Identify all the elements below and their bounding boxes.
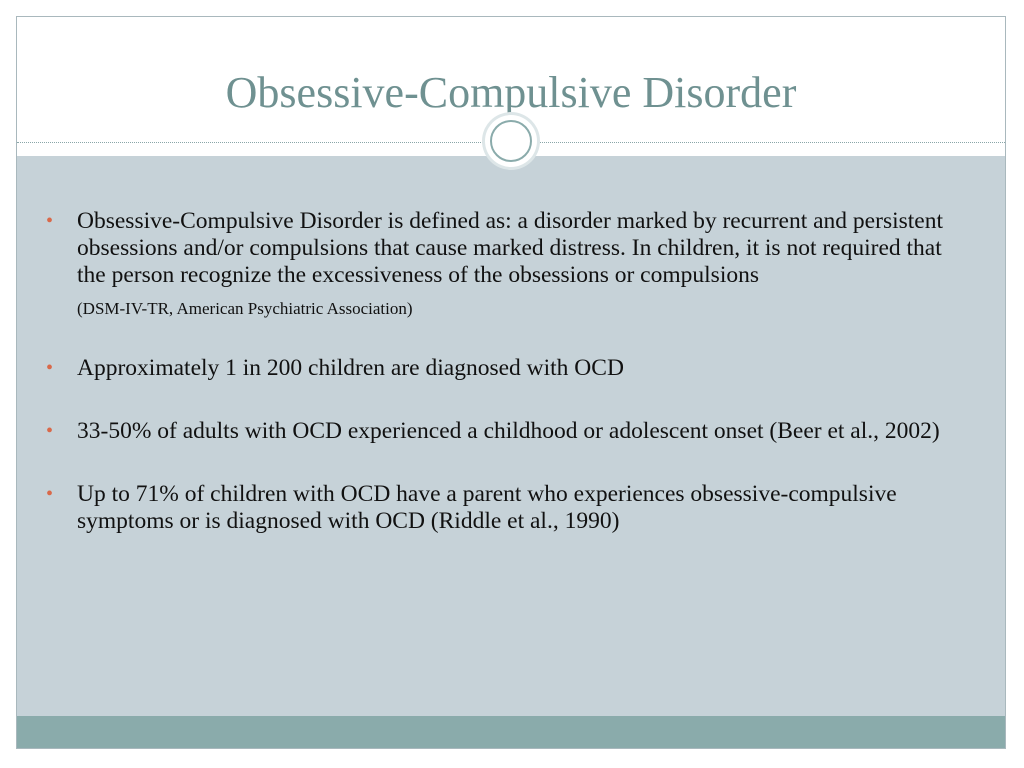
bullet-text: Approximately 1 in 200 children are diag… bbox=[77, 355, 624, 381]
bullet: Obsessive-Compulsive Disorder is defined… bbox=[41, 208, 961, 319]
bullet-text: 33-50% of adults with OCD experienced a … bbox=[77, 418, 940, 444]
footer-band bbox=[17, 716, 1005, 748]
bullet: Approximately 1 in 200 children are diag… bbox=[41, 355, 961, 382]
bullet-text: Up to 71% of children with OCD have a pa… bbox=[77, 481, 897, 534]
slide-title: Obsessive-Compulsive Disorder bbox=[225, 68, 797, 117]
bullet: Up to 71% of children with OCD have a pa… bbox=[41, 481, 961, 535]
divider-ornament bbox=[485, 115, 537, 167]
citation: (DSM-IV-TR, American Psychiatric Associa… bbox=[77, 299, 413, 318]
slide: Obsessive-Compulsive Disorder Obsessive-… bbox=[16, 16, 1006, 749]
bullet-list: Obsessive-Compulsive Disorder is defined… bbox=[41, 208, 961, 571]
bullet: 33-50% of adults with OCD experienced a … bbox=[41, 418, 961, 445]
bullet-text: Obsessive-Compulsive Disorder is defined… bbox=[77, 208, 944, 288]
